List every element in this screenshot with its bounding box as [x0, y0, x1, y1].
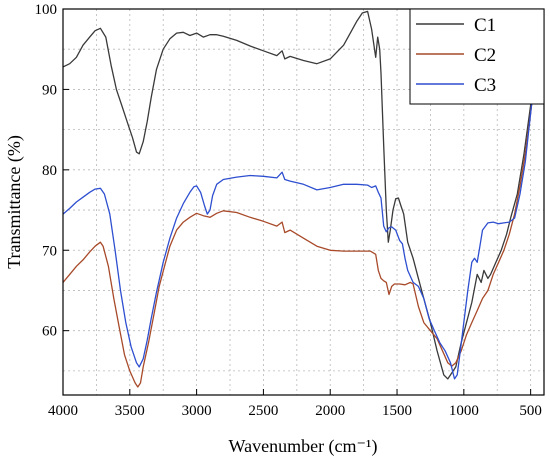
series-lines: [62, 10, 542, 388]
y-tick-label: 80: [42, 163, 57, 179]
y-tick-label: 90: [42, 82, 57, 98]
x-tick-label: 2000: [315, 403, 345, 419]
x-tick-label: 1500: [382, 403, 412, 419]
legend: C1 C2 C3: [409, 8, 545, 105]
x-axis-title: Wavenumber (cm⁻¹): [229, 436, 378, 457]
legend-label-c1: C1: [474, 15, 496, 36]
legend-box: [409, 8, 545, 105]
x-tick-label: 3500: [115, 403, 145, 419]
x-tick-label: 4000: [48, 403, 78, 419]
series-line-c1: [62, 10, 542, 380]
x-tick-label: 500: [519, 403, 542, 419]
x-tick-label: 2500: [248, 403, 278, 419]
series-line-c2: [62, 16, 542, 388]
plot-frame: [62, 8, 545, 396]
series-line-c3: [62, 12, 542, 380]
x-tick-label: 1000: [449, 403, 479, 419]
y-axis-title: Transmittance (%): [4, 135, 25, 269]
y-tick-label: 60: [42, 324, 57, 340]
y-tick-label: 70: [42, 243, 57, 259]
y-tick-label: 100: [35, 2, 58, 18]
x-tick-label: 3000: [182, 403, 212, 419]
legend-label-c2: C2: [474, 45, 496, 66]
x-axis-ticks: 4000 3500 3000 2500 2000 1500 1000 500: [48, 389, 542, 419]
y-axis-ticks: 60 70 80 90 100: [35, 2, 69, 340]
legend-label-c3: C3: [474, 75, 496, 96]
